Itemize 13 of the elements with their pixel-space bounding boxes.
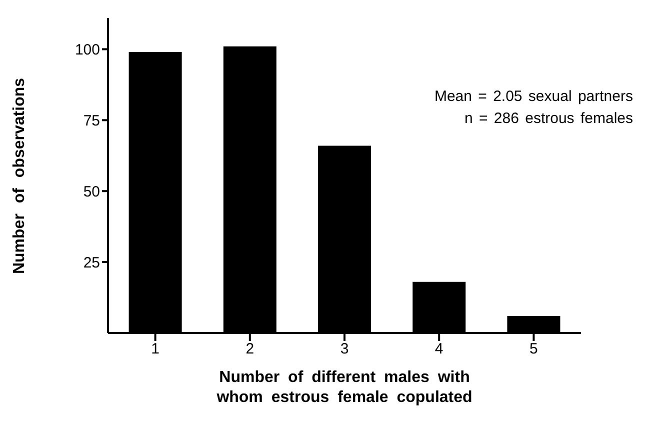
x-tick-label: 5 (530, 340, 538, 358)
y-axis-title: Number of observations (11, 77, 29, 274)
annotation: n = 286 estrous females (463, 109, 633, 129)
y-tick-label: 75 (83, 112, 100, 130)
y-tick-label: 50 (83, 183, 100, 200)
annotation: Mean = 2.05 sexual partners (434, 87, 633, 107)
x-tick-label: 3 (340, 340, 349, 358)
x-tick-label: 4 (434, 340, 444, 358)
x-tick-label: 2 (246, 340, 254, 358)
y-tick-label: 100 (74, 42, 100, 59)
x-tick-label: 1 (151, 340, 160, 358)
y-tick-label: 25 (83, 254, 100, 272)
x-axis-title: Number of different males with whom estrous female copulated (216, 368, 474, 408)
